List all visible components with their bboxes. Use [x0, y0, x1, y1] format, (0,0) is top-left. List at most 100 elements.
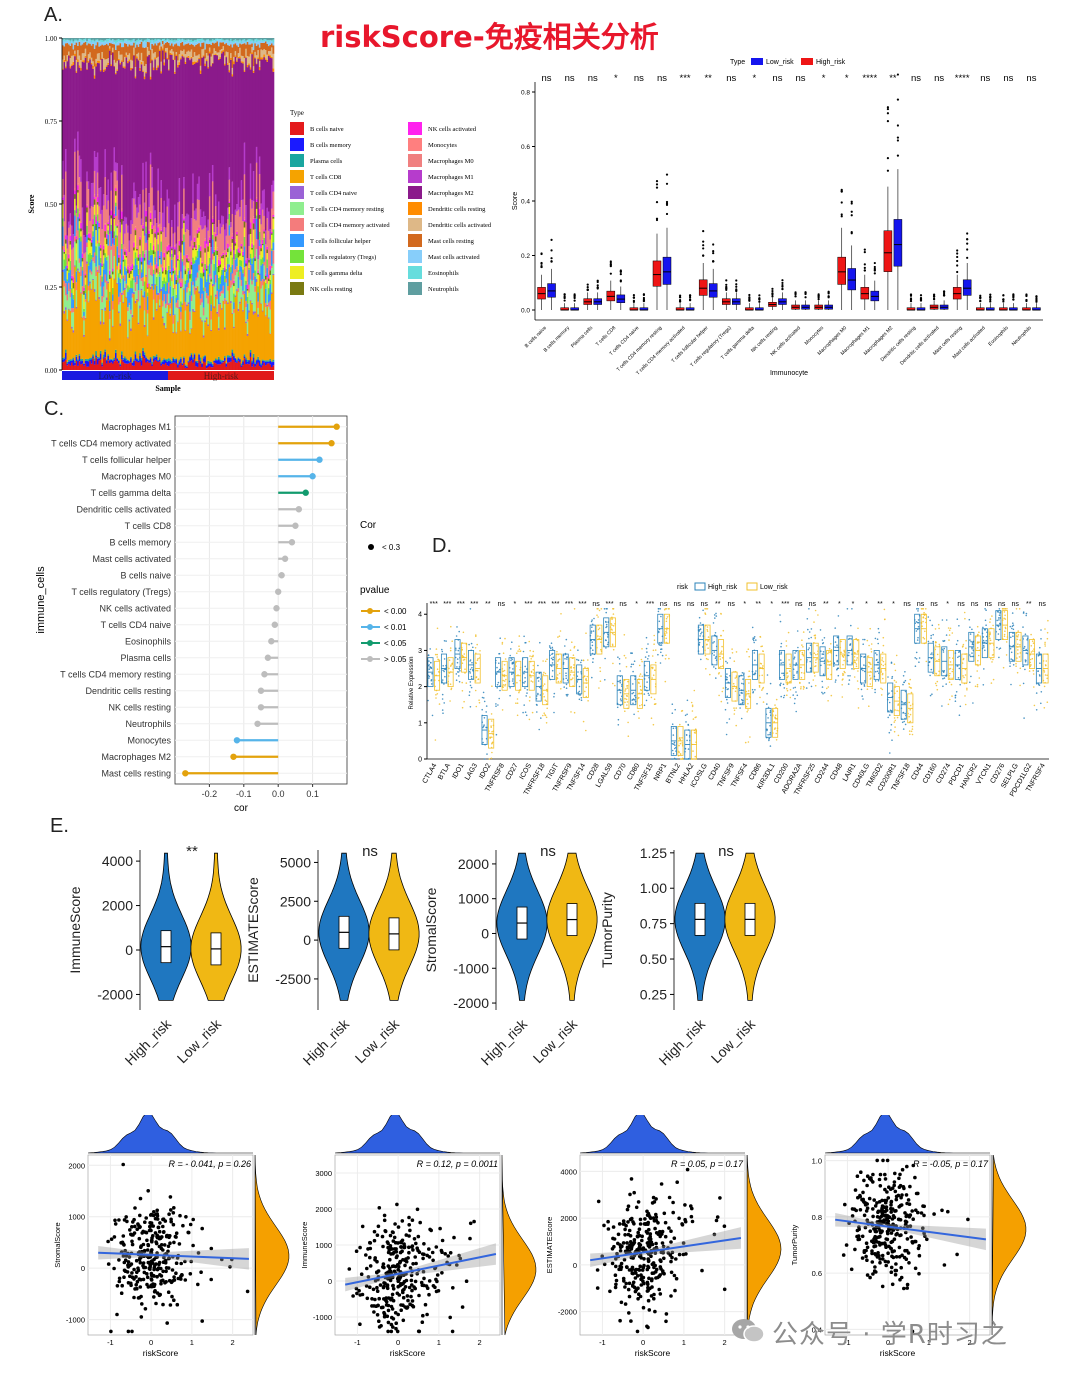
- stack-segment: [133, 265, 135, 271]
- stack-segment: [168, 269, 170, 283]
- stack-segment: [74, 210, 76, 216]
- stack-segment: [96, 42, 99, 54]
- stack-segment: [95, 157, 98, 197]
- stack-segment: [196, 286, 199, 361]
- stack-segment: [143, 324, 146, 327]
- stack-segment: [233, 302, 235, 310]
- jitter-point: [714, 617, 716, 619]
- stack-segment: [180, 282, 182, 287]
- x-tick-label: 0.0: [272, 789, 285, 799]
- stack-segment: [251, 263, 254, 281]
- stack-segment: [163, 358, 166, 360]
- stack-segment: [251, 208, 254, 243]
- stack-segment: [143, 310, 146, 325]
- stack-segment: [181, 228, 184, 239]
- pvalue-legend-point: [367, 624, 373, 630]
- stack-segment: [66, 300, 69, 320]
- jitter-point: [681, 737, 683, 739]
- stack-segment: [111, 326, 114, 360]
- stack-segment: [108, 40, 111, 43]
- jitter-point: [556, 650, 558, 653]
- stack-segment: [101, 58, 104, 210]
- stack-segment: [251, 304, 254, 361]
- stack-segment: [234, 295, 237, 298]
- stack-segment: [252, 314, 255, 354]
- outlier-point: [886, 107, 890, 111]
- stack-segment: [249, 352, 252, 357]
- stack-segment: [195, 208, 198, 221]
- stack-segment: [81, 41, 84, 45]
- outlier-point: [735, 285, 738, 288]
- jitter-point: [631, 699, 633, 701]
- stack-segment: [187, 302, 190, 305]
- lollipop-point: [288, 539, 296, 546]
- stack-segment: [89, 59, 92, 209]
- stack-segment: [175, 55, 178, 244]
- stack-segment: [142, 230, 145, 252]
- stack-segment: [160, 197, 163, 228]
- stack-segment: [171, 298, 173, 361]
- stack-segment: [248, 259, 251, 263]
- stack-segment: [151, 286, 154, 362]
- jitter-point: [684, 714, 687, 717]
- stack-segment: [81, 363, 84, 370]
- jitter-point: [549, 646, 551, 649]
- stack-segment: [240, 363, 243, 366]
- jitter-point: [690, 701, 693, 704]
- stack-segment: [105, 359, 108, 361]
- stack-segment: [163, 301, 166, 323]
- stack-segment: [122, 290, 125, 295]
- stack-segment: [196, 277, 199, 286]
- stack-segment: [236, 61, 238, 205]
- stack-segment: [261, 239, 264, 244]
- jitter-point: [722, 629, 725, 632]
- stack-segment: [178, 62, 181, 66]
- stack-segment: [189, 39, 192, 43]
- stack-segment: [249, 69, 252, 164]
- stack-segment: [190, 49, 193, 57]
- significance-label: ns: [911, 73, 921, 84]
- stack-segment: [160, 71, 163, 74]
- stack-segment: [178, 46, 181, 55]
- stack-segment: [261, 263, 264, 280]
- stack-segment: [186, 258, 188, 263]
- stack-segment: [237, 360, 240, 370]
- stack-segment: [261, 190, 264, 210]
- stack-segment: [171, 250, 173, 254]
- jitter-point: [536, 677, 539, 679]
- stack-segment: [86, 207, 89, 213]
- stack-segment: [171, 53, 173, 55]
- significance-label: ***: [470, 601, 478, 608]
- stack-segment: [65, 309, 67, 350]
- jitter-point: [586, 669, 588, 672]
- stack-segment: [214, 38, 217, 42]
- stack-segment: [208, 51, 211, 54]
- stack-segment: [154, 284, 157, 357]
- stack-segment: [192, 64, 195, 174]
- stack-segment: [254, 256, 257, 259]
- stack-segment: [255, 218, 258, 240]
- stack-segment: [208, 38, 211, 41]
- stack-segment: [63, 194, 66, 222]
- jitter-point: [538, 676, 540, 679]
- stack-segment: [266, 218, 269, 246]
- stack-segment: [169, 303, 172, 309]
- stack-segment: [225, 254, 228, 258]
- stack-segment: [202, 228, 205, 267]
- stack-segment: [145, 362, 148, 370]
- stack-segment: [251, 247, 254, 250]
- stack-segment: [202, 38, 205, 40]
- outlier-point: [932, 293, 936, 296]
- jitter-point: [720, 665, 722, 668]
- jitter-point: [437, 671, 440, 673]
- stack-segment: [251, 243, 254, 248]
- stack-segment: [236, 361, 238, 363]
- jitter-point: [491, 731, 493, 733]
- stack-segment: [213, 38, 216, 40]
- box: [847, 268, 856, 291]
- stack-segment: [130, 266, 132, 271]
- jitter-point: [653, 634, 655, 637]
- jitter-point: [758, 686, 761, 688]
- stack-segment: [154, 41, 157, 44]
- stack-segment: [113, 213, 116, 218]
